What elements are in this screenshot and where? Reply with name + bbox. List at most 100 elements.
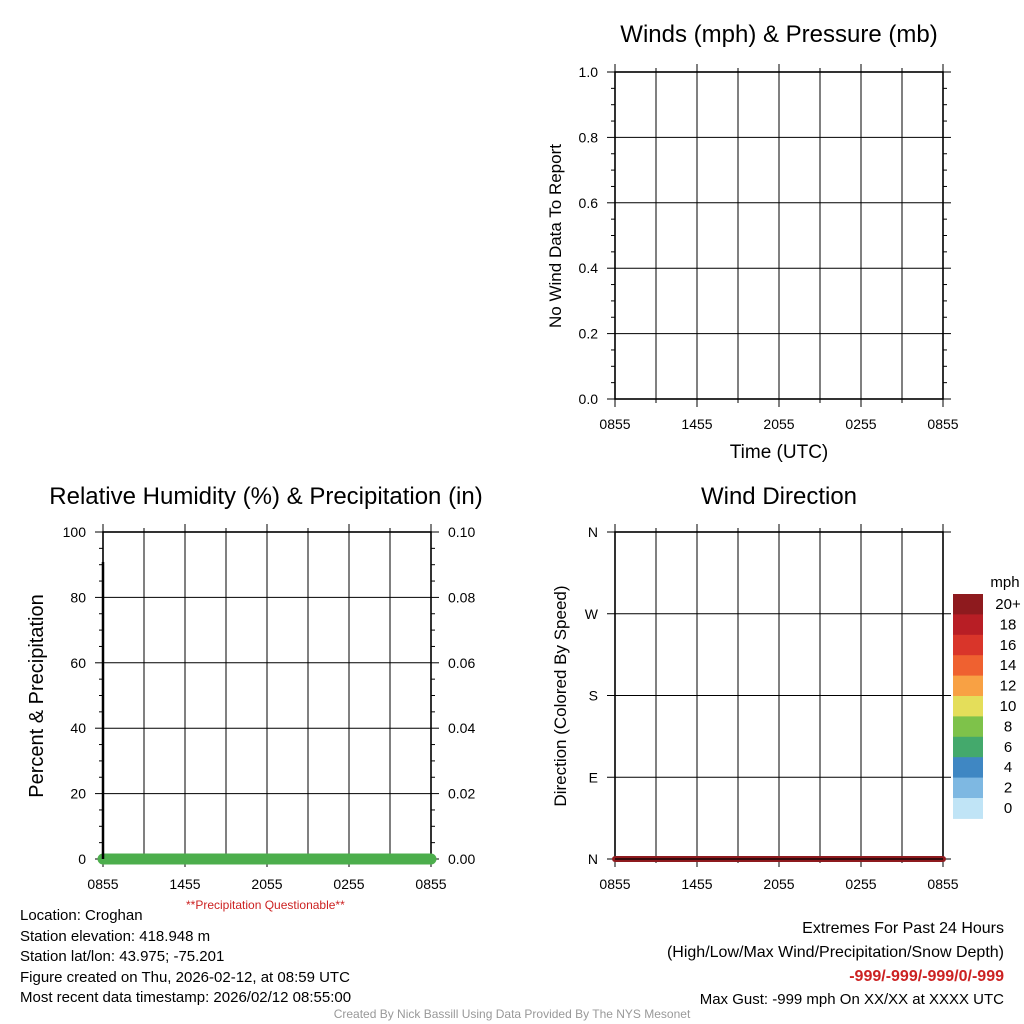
winds-pressure-chart: Winds (mph) & Pressure (mb) 0.0 0.2 0.4 0.6… bbox=[546, 21, 959, 463]
y-tick-label: 40 bbox=[70, 720, 86, 736]
y-tick-label: 0.4 bbox=[579, 260, 599, 276]
station-location: Location: Croghan bbox=[20, 907, 143, 924]
colorbar-label: 20+ bbox=[995, 596, 1021, 613]
station-info: Location: Croghan Station elevation: 418… bbox=[20, 906, 351, 1009]
station-latlon: Station lat/lon: 43.975; -75.201 bbox=[20, 948, 225, 965]
colorbar-swatch bbox=[953, 696, 983, 717]
colorbar-swatch bbox=[953, 614, 983, 636]
max-gust: Max Gust: -999 mph On XX/XX at XXXX UTC bbox=[699, 991, 1004, 1008]
colorbar-label: 0 bbox=[1004, 800, 1012, 817]
colorbar-swatch bbox=[953, 675, 983, 697]
y-tick-label: 0.6 bbox=[579, 195, 599, 211]
winds-y-tick-labels: 0.0 0.2 0.4 0.6 0.8 1.0 bbox=[579, 64, 599, 407]
x-tick-label: 0255 bbox=[845, 416, 876, 432]
colorbar-swatch bbox=[953, 757, 983, 779]
x-tick-label: 2055 bbox=[763, 416, 794, 432]
colorbar-swatch bbox=[953, 777, 983, 799]
colorbar-label: 10 bbox=[1000, 698, 1017, 715]
winds-plot-frame bbox=[614, 71, 944, 400]
x-tick-label: 2055 bbox=[251, 876, 282, 892]
recent-data-timestamp: Most recent data timestamp: 2026/02/12 0… bbox=[20, 989, 352, 1006]
winds-grid bbox=[615, 72, 943, 399]
winds-y-axis-label: No Wind Data To Report bbox=[546, 144, 565, 328]
winds-x-tick-labels: 0855 1455 2055 0255 0855 bbox=[599, 416, 958, 432]
y2-tick-label: 0.06 bbox=[448, 655, 475, 671]
y-tick-label: 0.2 bbox=[579, 326, 599, 342]
colorbar-units: mph bbox=[990, 574, 1019, 591]
x-tick-label: 0855 bbox=[87, 876, 118, 892]
y-tick-label: 0.8 bbox=[579, 129, 599, 145]
dir-x-tick-labels: 0855 1455 2055 0255 0855 bbox=[599, 876, 958, 892]
x-tick-label: 0255 bbox=[333, 876, 364, 892]
station-elevation: Station elevation: 418.948 m bbox=[20, 927, 211, 945]
precip-questionable-note: **Precipitation Questionable** bbox=[186, 898, 345, 912]
dir-chart-title: Wind Direction bbox=[701, 483, 857, 510]
x-tick-label: 1455 bbox=[169, 876, 200, 892]
dir-y-axis-label: Direction (Colored By Speed) bbox=[551, 585, 570, 806]
colorbar-label: 18 bbox=[1000, 616, 1017, 633]
colorbar-swatch bbox=[953, 594, 983, 615]
y2-tick-label: 0.02 bbox=[448, 786, 475, 802]
y-tick-label: N bbox=[588, 524, 598, 540]
y-tick-label: E bbox=[589, 769, 598, 785]
colorbar-label: 6 bbox=[1004, 739, 1012, 756]
rh-chart-title: Relative Humidity (%) & Precipitation (i… bbox=[49, 483, 482, 510]
dir-grid bbox=[615, 532, 943, 859]
rh-x-tick-labels: 0855 1455 2055 0255 0855 bbox=[87, 876, 446, 892]
x-tick-label: 1455 bbox=[681, 416, 712, 432]
winds-x-axis-label: Time (UTC) bbox=[730, 442, 829, 463]
y-tick-label: 1.0 bbox=[579, 64, 599, 80]
rh-grid bbox=[103, 532, 431, 859]
colorbar-label: 4 bbox=[1004, 759, 1012, 776]
extremes-subtitle: (High/Low/Max Wind/Precipitation/Snow De… bbox=[666, 944, 1004, 961]
extremes-panel: Extremes For Past 24 Hours (High/Low/Max… bbox=[667, 917, 1004, 1011]
colorbar-label: 14 bbox=[1000, 657, 1017, 674]
y-tick-label: N bbox=[588, 851, 598, 867]
figure-created: Figure created on Thu, 2026-02-12, at 08… bbox=[20, 968, 350, 986]
y2-tick-label: 0.00 bbox=[448, 851, 475, 867]
y-tick-label: 20 bbox=[70, 786, 86, 802]
dir-y-tick-labels: N E S W N bbox=[585, 524, 599, 867]
y2-tick-label: 0.10 bbox=[448, 524, 475, 540]
rh-precip-chart: Relative Humidity (%) & Precipitation (i… bbox=[26, 483, 483, 892]
extremes-title: Extremes For Past 24 Hours bbox=[802, 920, 1004, 937]
colorbar-swatch bbox=[953, 798, 983, 819]
rh-y2-tick-labels: 0.00 0.02 0.04 0.06 0.08 0.10 bbox=[448, 524, 475, 867]
y2-tick-label: 0.08 bbox=[448, 589, 475, 605]
x-tick-label: 0855 bbox=[927, 876, 958, 892]
y-tick-label: 80 bbox=[70, 589, 86, 605]
colorbar-labels: 20+ 18 16 14 12 10 8 6 4 2 0 bbox=[995, 596, 1021, 817]
x-tick-label: 0855 bbox=[599, 876, 630, 892]
rh-y-axis-label: Percent & Precipitation bbox=[26, 594, 48, 797]
x-tick-label: 1455 bbox=[681, 876, 712, 892]
x-tick-label: 0855 bbox=[415, 876, 446, 892]
credit-line: Created By Nick Bassill Using Data Provi… bbox=[333, 1007, 691, 1021]
x-tick-label: 0855 bbox=[927, 416, 958, 432]
extremes-values: -999/-999/-999/0/-999 bbox=[849, 968, 1004, 985]
y-tick-label: W bbox=[585, 606, 599, 622]
y-tick-label: 100 bbox=[63, 524, 87, 540]
colorbar-label: 8 bbox=[1004, 718, 1012, 735]
speed-colorbar: mph 20+ 18 16 14 12 10 8 6 4 2 0 bbox=[953, 574, 1021, 819]
y-tick-label: 0.0 bbox=[579, 391, 599, 407]
colorbar-label: 12 bbox=[1000, 678, 1017, 695]
colorbar-label: 2 bbox=[1004, 780, 1012, 797]
colorbar-swatch bbox=[953, 655, 983, 677]
y-tick-label: S bbox=[589, 688, 598, 704]
rh-y-tick-labels: 0 20 40 60 80 100 bbox=[63, 524, 87, 867]
colorbar-swatch bbox=[953, 736, 983, 758]
y-tick-label: 60 bbox=[70, 655, 86, 671]
y2-tick-label: 0.04 bbox=[448, 720, 475, 736]
colorbar-label: 16 bbox=[1000, 637, 1017, 654]
colorbar-swatch bbox=[953, 716, 983, 738]
x-tick-label: 0855 bbox=[599, 416, 630, 432]
x-tick-label: 2055 bbox=[763, 876, 794, 892]
colorbar-swatches bbox=[953, 594, 983, 819]
x-tick-label: 0255 bbox=[845, 876, 876, 892]
colorbar-swatch bbox=[953, 634, 983, 656]
y-tick-label: 0 bbox=[78, 851, 86, 867]
rh-precip-series bbox=[97, 562, 437, 865]
winds-chart-title: Winds (mph) & Pressure (mb) bbox=[620, 21, 937, 48]
